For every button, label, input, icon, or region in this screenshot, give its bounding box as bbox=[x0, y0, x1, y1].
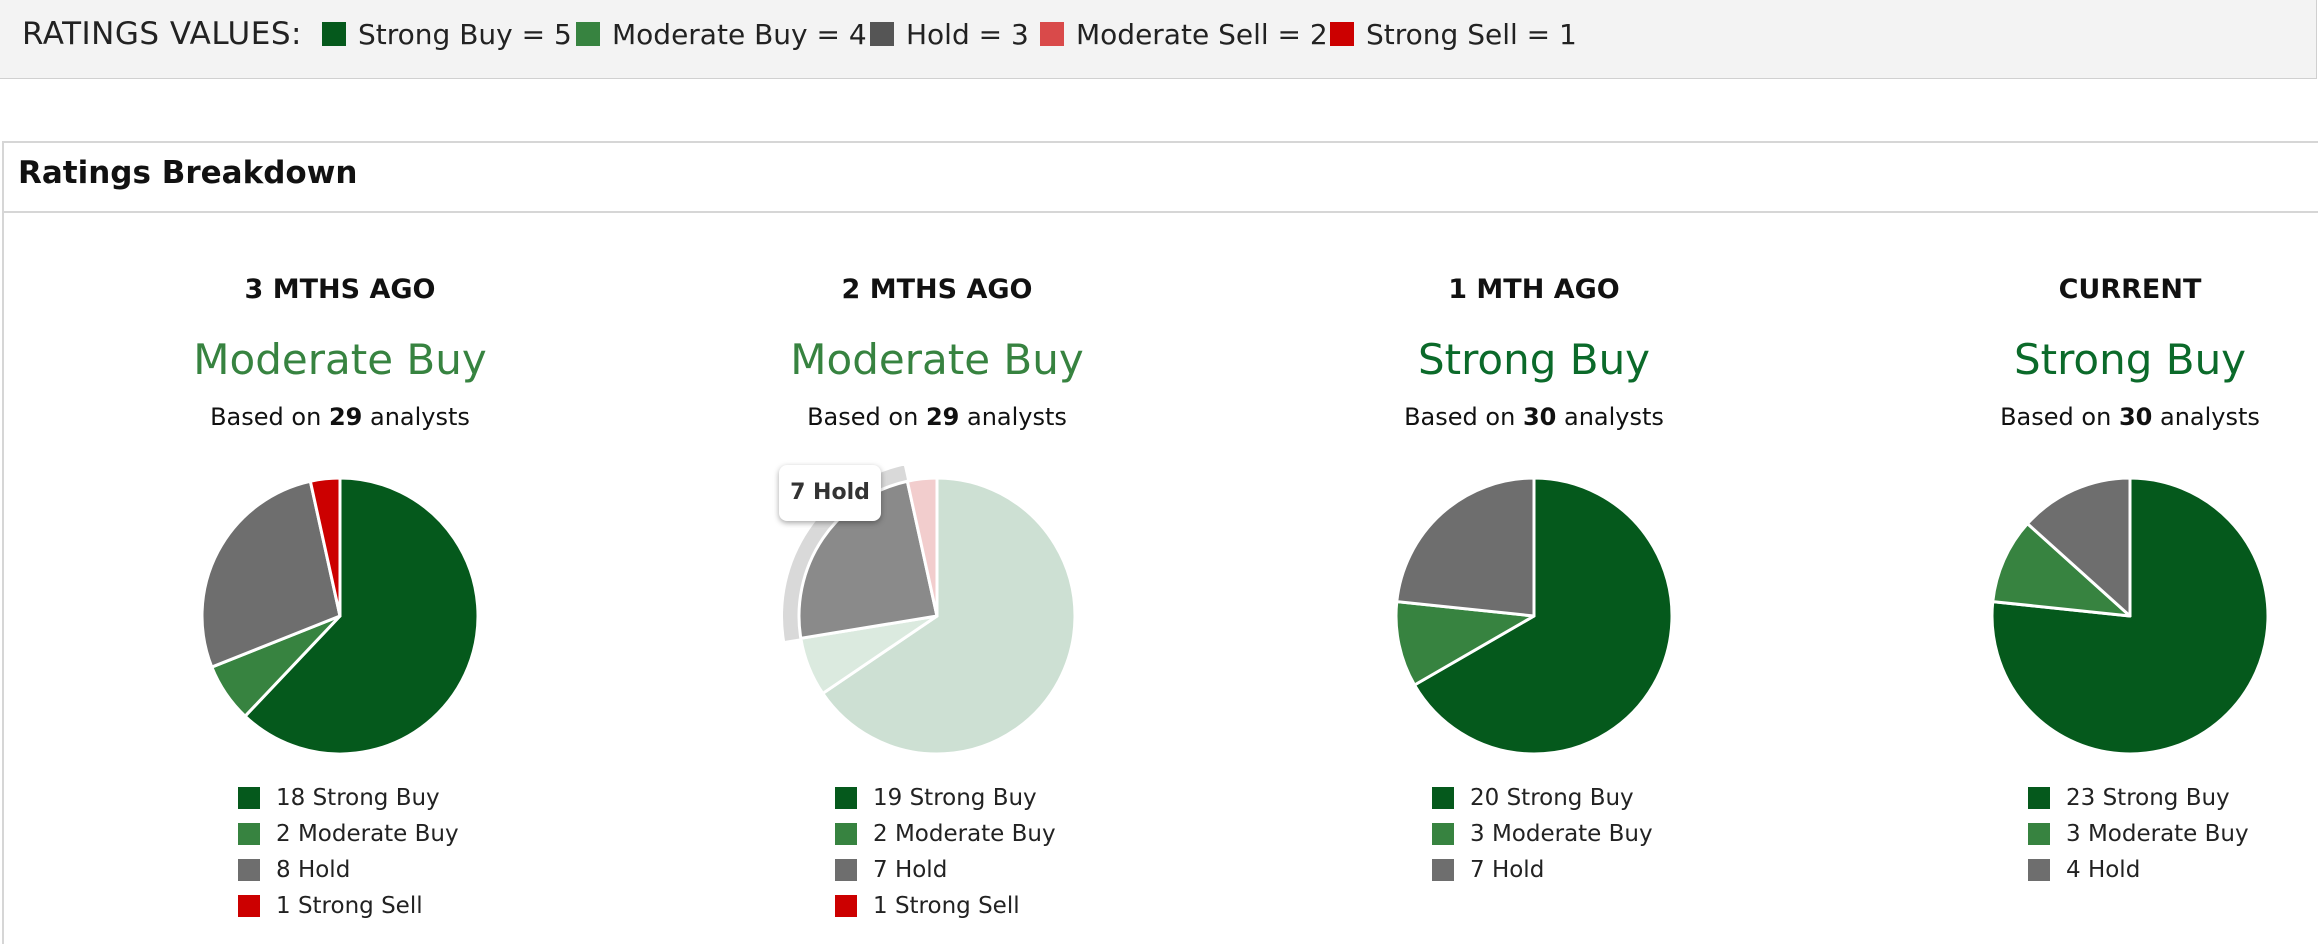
consensus-rating: Moderate Buy bbox=[193, 335, 487, 384]
rating-value-label: Moderate Buy = 4 bbox=[612, 17, 867, 51]
pie-slice-strong-buy[interactable] bbox=[821, 476, 1077, 756]
pie-slice-strong-buy[interactable] bbox=[243, 476, 480, 756]
legend-label: 2 Moderate Buy bbox=[276, 821, 459, 847]
legend-item-strong-sell[interactable]: 1 Strong Sell bbox=[835, 888, 1056, 924]
legend-swatch bbox=[2028, 823, 2050, 845]
legend-label: 19 Strong Buy bbox=[873, 785, 1037, 811]
legend-item-strong-sell[interactable]: 1 Strong Sell bbox=[238, 888, 459, 924]
legend-item-strong-buy[interactable]: 19 Strong Buy bbox=[835, 780, 1056, 816]
period-column-3: CURRENT Strong Buy Based on 30 analysts bbox=[1850, 270, 2318, 431]
pie-slice-strong-buy[interactable] bbox=[1412, 476, 1674, 756]
rating-value-strong-sell: Strong Sell = 1 bbox=[1330, 10, 1577, 58]
pie-slice-hold[interactable] bbox=[1395, 476, 1536, 618]
legend-item-strong-buy[interactable]: 18 Strong Buy bbox=[238, 780, 459, 816]
rating-value-strong-buy: Strong Buy = 5 bbox=[322, 10, 572, 58]
legend-item-hold[interactable]: 4 Hold bbox=[2028, 852, 2249, 888]
legend-2-mths-ago: 19 Strong Buy 2 Moderate Buy 7 Hold 1 Stron… bbox=[835, 780, 1056, 924]
period-title: 2 MTHS AGO bbox=[841, 274, 1033, 305]
legend-item-strong-buy[interactable]: 23 Strong Buy bbox=[2028, 780, 2249, 816]
period-title: 3 MTHS AGO bbox=[244, 274, 436, 305]
strong-sell-swatch bbox=[1330, 22, 1354, 46]
rating-value-label: Strong Buy = 5 bbox=[358, 17, 572, 51]
legend-swatch bbox=[835, 787, 857, 809]
period-column-0: 3 MTHS AGO Moderate Buy Based on 29 anal… bbox=[60, 270, 620, 431]
rating-value-label: Strong Sell = 1 bbox=[1366, 17, 1577, 51]
legend-label: 18 Strong Buy bbox=[276, 785, 440, 811]
legend-3-mths-ago: 18 Strong Buy 2 Moderate Buy 8 Hold 1 Stron… bbox=[238, 780, 459, 924]
ratings-breakdown-panel: Ratings Breakdown bbox=[2, 141, 2318, 944]
consensus-rating: Strong Buy bbox=[1417, 335, 1651, 384]
pie-slice-moderate-buy[interactable] bbox=[1394, 600, 1536, 687]
pie-chart-1-mth-ago[interactable] bbox=[1384, 466, 1684, 766]
analyst-count: Based on 30 analysts bbox=[1404, 403, 1664, 431]
legend-label: 3 Moderate Buy bbox=[2066, 821, 2249, 847]
legend-item-hold[interactable]: 7 Hold bbox=[835, 852, 1056, 888]
legend-label: 1 Strong Sell bbox=[873, 893, 1020, 919]
pie-tooltip: 7 Hold bbox=[779, 465, 881, 521]
moderate-buy-swatch bbox=[576, 22, 600, 46]
legend-1-mth-ago: 20 Strong Buy 3 Moderate Buy 7 Hold bbox=[1432, 780, 1653, 888]
ratings-values-bar: RATINGS VALUES: Strong Buy = 5 Moderate … bbox=[0, 0, 2317, 79]
legend-swatch bbox=[238, 895, 260, 917]
pie-chart-current[interactable] bbox=[1980, 466, 2280, 766]
legend-current: 23 Strong Buy 3 Moderate Buy 4 Hold bbox=[2028, 780, 2249, 888]
rating-value-moderate-sell: Moderate Sell = 2 bbox=[1040, 10, 1328, 58]
legend-swatch bbox=[238, 787, 260, 809]
legend-swatch bbox=[1432, 859, 1454, 881]
period-title: 1 MTH AGO bbox=[1448, 274, 1620, 305]
legend-swatch bbox=[1432, 823, 1454, 845]
period-column-2: 1 MTH AGO Strong Buy Based on 30 analyst… bbox=[1254, 270, 1814, 431]
analyst-count: Based on 30 analysts bbox=[2000, 403, 2260, 431]
legend-label: 23 Strong Buy bbox=[2066, 785, 2230, 811]
pie-chart-3-mths-ago[interactable] bbox=[190, 466, 490, 766]
period-column-1: 2 MTHS AGO Moderate Buy Based on 29 anal… bbox=[657, 270, 1217, 431]
legend-item-moderate-buy[interactable]: 3 Moderate Buy bbox=[2028, 816, 2249, 852]
period-title: CURRENT bbox=[2058, 274, 2202, 305]
legend-swatch bbox=[238, 859, 260, 881]
pie-slice-hold[interactable] bbox=[797, 479, 939, 640]
consensus-rating: Strong Buy bbox=[2013, 335, 2247, 384]
legend-item-hold[interactable]: 8 Hold bbox=[238, 852, 459, 888]
analyst-count: Based on 29 analysts bbox=[210, 403, 470, 431]
pie-slice-strong-sell[interactable] bbox=[905, 476, 939, 618]
legend-item-moderate-buy[interactable]: 2 Moderate Buy bbox=[238, 816, 459, 852]
legend-swatch bbox=[2028, 859, 2050, 881]
analyst-count: Based on 29 analysts bbox=[807, 403, 1067, 431]
legend-swatch bbox=[835, 895, 857, 917]
ratings-breakdown-header: Ratings Breakdown bbox=[4, 143, 2318, 213]
ratings-breakdown-title: Ratings Breakdown bbox=[18, 155, 358, 191]
consensus-rating: Moderate Buy bbox=[790, 335, 1084, 384]
legend-label: 4 Hold bbox=[2066, 857, 2141, 883]
legend-swatch bbox=[2028, 787, 2050, 809]
legend-item-hold[interactable]: 7 Hold bbox=[1432, 852, 1653, 888]
legend-label: 7 Hold bbox=[1470, 857, 1545, 883]
legend-label: 1 Strong Sell bbox=[276, 893, 423, 919]
legend-item-moderate-buy[interactable]: 2 Moderate Buy bbox=[835, 816, 1056, 852]
pie-slice-strong-sell[interactable] bbox=[308, 476, 342, 618]
pie-chart-2-mths-ago[interactable] bbox=[767, 466, 1087, 766]
rating-value-hold: Hold = 3 bbox=[870, 10, 1029, 58]
legend-swatch bbox=[835, 859, 857, 881]
legend-swatch bbox=[835, 823, 857, 845]
pie-slice-moderate-buy[interactable] bbox=[1991, 522, 2132, 618]
legend-item-moderate-buy[interactable]: 3 Moderate Buy bbox=[1432, 816, 1653, 852]
pie-slice-hold[interactable] bbox=[2025, 476, 2132, 618]
legend-label: 2 Moderate Buy bbox=[873, 821, 1056, 847]
legend-label: 8 Hold bbox=[276, 857, 351, 883]
strong-buy-swatch bbox=[322, 22, 346, 46]
rating-value-moderate-buy: Moderate Buy = 4 bbox=[576, 10, 867, 58]
legend-swatch bbox=[238, 823, 260, 845]
legend-label: 7 Hold bbox=[873, 857, 948, 883]
legend-label: 3 Moderate Buy bbox=[1470, 821, 1653, 847]
rating-value-label: Moderate Sell = 2 bbox=[1076, 17, 1328, 51]
rating-value-label: Hold = 3 bbox=[906, 17, 1029, 51]
hold-swatch bbox=[870, 22, 894, 46]
legend-item-strong-buy[interactable]: 20 Strong Buy bbox=[1432, 780, 1653, 816]
ratings-values-title: RATINGS VALUES: bbox=[22, 16, 302, 52]
moderate-sell-swatch bbox=[1040, 22, 1064, 46]
legend-swatch bbox=[1432, 787, 1454, 809]
pie-slice-hold[interactable] bbox=[200, 479, 342, 669]
legend-label: 20 Strong Buy bbox=[1470, 785, 1634, 811]
